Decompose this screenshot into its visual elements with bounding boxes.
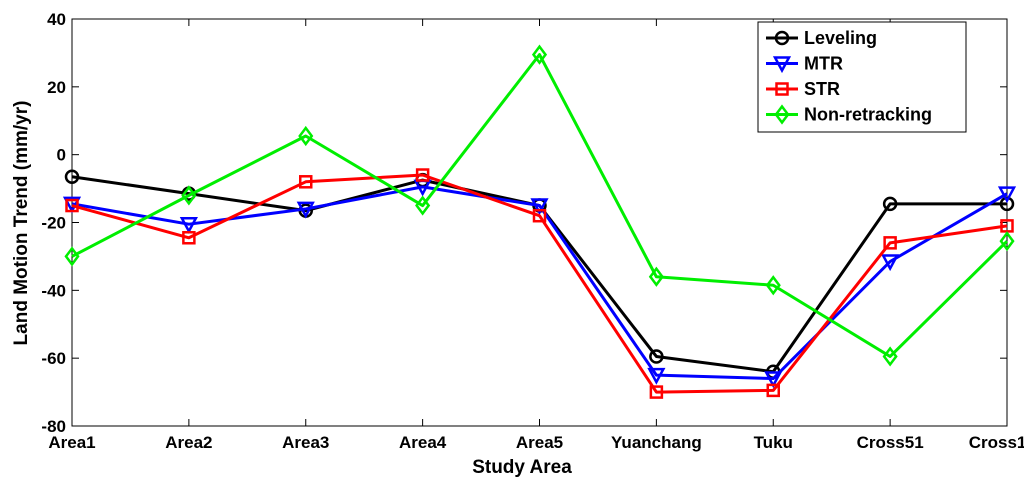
data-point-str: [299, 175, 313, 189]
data-point-non-retracking: [648, 266, 664, 287]
data-point-leveling: [999, 196, 1015, 212]
series-line-non-retracking: [71, 53, 1009, 358]
data-point-leveling: [64, 169, 80, 184]
series-str: [65, 168, 1014, 399]
data-point-mtr: [296, 201, 315, 219]
x-tick-label: Area5: [516, 433, 563, 452]
x-tick-label: Cross51: [857, 433, 924, 452]
data-point-non-retracking: [999, 231, 1015, 252]
data-point-non-retracking: [181, 185, 197, 206]
y-tick-label: -40: [41, 281, 66, 300]
x-tick-label: Area1: [48, 433, 95, 452]
legend-marker-str: [775, 82, 789, 96]
data-point-str: [182, 231, 196, 245]
y-tick-label: -80: [41, 417, 66, 436]
data-point-leveling: [882, 196, 898, 212]
x-tick-label: Cross164: [969, 433, 1024, 452]
data-point-mtr: [647, 367, 666, 385]
y-tick-label: -60: [41, 349, 66, 368]
data-point-non-retracking: [765, 275, 781, 296]
data-point-mtr: [530, 198, 549, 216]
data-point-mtr: [764, 371, 783, 389]
legend-marker-mtr: [772, 56, 792, 74]
data-point-non-retracking: [882, 346, 898, 367]
data-point-str: [532, 208, 547, 223]
data-point-leveling: [649, 349, 664, 364]
x-tick-label: Yuanchang: [611, 433, 702, 452]
data-point-str: [415, 168, 430, 182]
y-axis: 40 20 0 -20 -40 -60 -80: [41, 10, 1007, 436]
y-axis-title: Land Motion Trend (mm/yr): [11, 101, 32, 346]
data-point-non-retracking: [64, 246, 80, 267]
legend-marker-non-retracking: [774, 104, 790, 125]
y-tick-label: -20: [41, 214, 66, 233]
data-point-str: [883, 236, 897, 250]
data-point-mtr: [881, 254, 900, 272]
data-point-non-retracking: [531, 44, 548, 65]
y-tick-label: 20: [47, 78, 66, 97]
data-point-non-retracking: [415, 195, 431, 216]
legend-marker-leveling: [774, 30, 790, 46]
x-axis-title: Study Area: [472, 457, 572, 478]
series-line-str: [71, 173, 1008, 394]
y-tick-label: 0: [57, 146, 66, 165]
data-point-str: [649, 385, 664, 399]
legend-label-mtr: MTR: [804, 54, 843, 74]
x-tick-label: Area4: [399, 433, 447, 452]
data-point-str: [766, 383, 780, 398]
series-layer: [62, 44, 1017, 399]
data-point-mtr: [997, 186, 1017, 204]
legend-label-non-retracking: Non-retracking: [804, 105, 932, 125]
legend-label-leveling: Leveling: [804, 28, 877, 48]
y-tick-label: 40: [47, 10, 66, 29]
data-point-str: [65, 198, 79, 213]
series-non-retracking: [64, 44, 1015, 367]
data-point-mtr: [62, 196, 82, 214]
legend: Leveling MTR STR Non-retracking: [757, 21, 967, 133]
x-tick-label: Area3: [282, 433, 329, 452]
data-point-non-retracking: [298, 125, 314, 147]
data-point-mtr: [179, 216, 198, 234]
legend-label-str: STR: [804, 79, 840, 99]
x-tick-label: Tuku: [754, 433, 793, 452]
x-tick-label: Area2: [165, 433, 212, 452]
x-axis: Area1 Area2 Area3 Area4 Area5 Yuanchang Tuku Cr…: [48, 19, 1024, 452]
